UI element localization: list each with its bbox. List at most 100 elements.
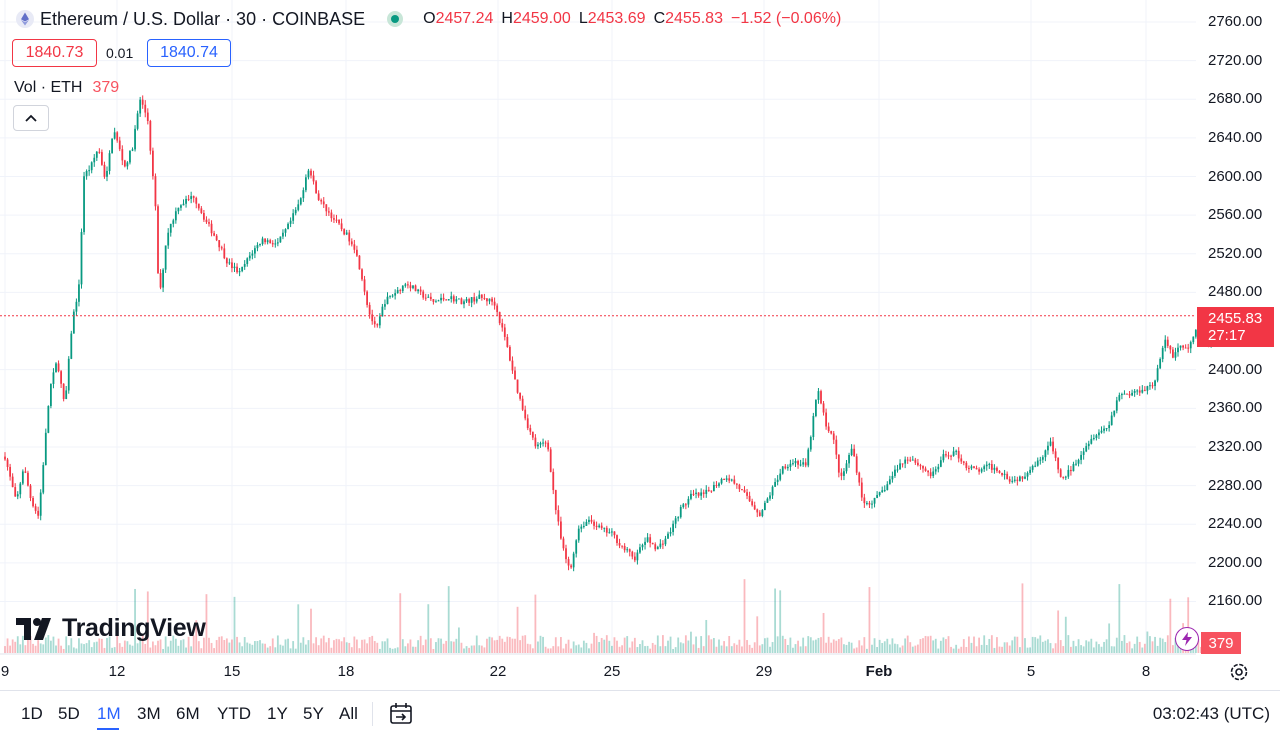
timeframe-all[interactable]: All [339, 704, 358, 723]
volume-bar [101, 638, 103, 653]
candle-body [16, 494, 19, 497]
volume-bar [692, 644, 695, 653]
timeframe-1y[interactable]: 1Y [267, 704, 288, 723]
symbol-title[interactable]: Ethereum / U.S. Dollar · 30 · COINBASE [40, 8, 366, 29]
volume-bar [644, 646, 646, 653]
candle-body [919, 465, 922, 467]
candle-body [503, 327, 506, 337]
volume-bar [442, 643, 445, 653]
volume-bar [6, 638, 9, 653]
volume-bar [932, 640, 935, 653]
candle-body [756, 509, 759, 513]
volume-bar [24, 645, 27, 653]
candle-body [837, 454, 840, 473]
volume-bar [164, 636, 167, 653]
timeframe-3m[interactable]: 3M [137, 704, 161, 723]
timeframe-ytd[interactable]: YTD [217, 704, 251, 723]
volume-bar [781, 635, 784, 653]
candle-body [320, 199, 323, 202]
candle-body [108, 153, 111, 171]
volume-bar [853, 648, 856, 653]
candle-body [815, 399, 817, 417]
candle-body [264, 238, 266, 243]
candle-body [131, 149, 134, 151]
volume-bar [669, 636, 672, 653]
market-status-icon[interactable] [387, 11, 404, 27]
candle-body [746, 492, 748, 496]
candle-body [970, 466, 973, 469]
candle-body [335, 219, 338, 221]
volume-bar [1062, 646, 1065, 653]
volume-bar [756, 616, 759, 653]
lightning-icon[interactable] [1175, 627, 1199, 651]
volume-bar [1194, 642, 1197, 653]
candle-body [356, 249, 358, 256]
candle-body [348, 232, 351, 242]
candle-body [1064, 476, 1067, 478]
volume-bar [1159, 637, 1162, 653]
volume-bar [514, 638, 516, 653]
timeframe-5y[interactable]: 5Y [303, 704, 324, 723]
candle-body [111, 138, 113, 154]
candle-body [299, 198, 302, 205]
candle-body [840, 472, 843, 476]
candle-body [695, 492, 697, 494]
candle-body [144, 104, 147, 113]
candle-body [978, 469, 980, 472]
tradingview-logo[interactable]: TradingView [16, 614, 206, 643]
candle-body [534, 437, 537, 447]
volume-bar [649, 648, 652, 653]
volume-bar [917, 644, 919, 653]
volume-bar [1133, 643, 1136, 653]
candle-body [832, 433, 835, 440]
price-tick-label: 2640.00 [1208, 128, 1263, 146]
volume-bar [1031, 636, 1034, 653]
candle-body [855, 456, 858, 473]
volume-bar [960, 646, 963, 653]
volume-bar [503, 641, 506, 653]
utc-clock[interactable]: 03:02:43 (UTC) [1152, 704, 1270, 723]
volume-bar [753, 642, 756, 653]
candle-body [1192, 336, 1195, 343]
candle-body [932, 471, 935, 476]
volume-bar [162, 648, 164, 653]
volume-bar [741, 646, 743, 653]
volume-bar [945, 639, 947, 653]
volume-bar [256, 641, 259, 653]
volume-bar [1128, 641, 1131, 653]
candle-body [129, 150, 131, 163]
price-chart[interactable] [0, 0, 1280, 690]
timeframe-1m[interactable]: 1M [97, 704, 121, 723]
settings-gear-icon[interactable] [1227, 660, 1251, 684]
volume-bar [1034, 637, 1037, 653]
candle-body [440, 297, 442, 301]
sell-button[interactable]: 1840.73 [12, 39, 97, 67]
go-to-date-icon[interactable] [388, 701, 414, 727]
candle-body [228, 262, 231, 264]
candle-body [985, 464, 988, 467]
volume-bar [1115, 637, 1118, 653]
collapse-legend-button[interactable] [13, 105, 49, 131]
volume-bar [919, 639, 922, 653]
timeframe-1d[interactable]: 1D [21, 704, 43, 723]
volume-bar [98, 638, 101, 653]
volume-bar [1192, 646, 1195, 653]
timeframe-6m[interactable]: 6M [176, 704, 200, 723]
candle-body [391, 295, 394, 297]
timeframe-5d[interactable]: 5D [58, 704, 80, 723]
buy-button[interactable]: 1840.74 [147, 39, 231, 67]
volume-bar [75, 648, 78, 653]
candle-body [215, 235, 218, 241]
candle-body [146, 112, 149, 122]
volume-bar [720, 645, 723, 653]
volume-bar [394, 648, 397, 653]
volume-bar [968, 636, 970, 653]
volume-bar [233, 596, 236, 653]
candle-body [435, 301, 437, 303]
candle-body [881, 490, 884, 493]
candle-body [60, 371, 62, 384]
volume-bar [50, 640, 52, 653]
candle-body [1059, 469, 1062, 477]
volume-bar [412, 646, 414, 653]
candle-body [593, 521, 595, 526]
